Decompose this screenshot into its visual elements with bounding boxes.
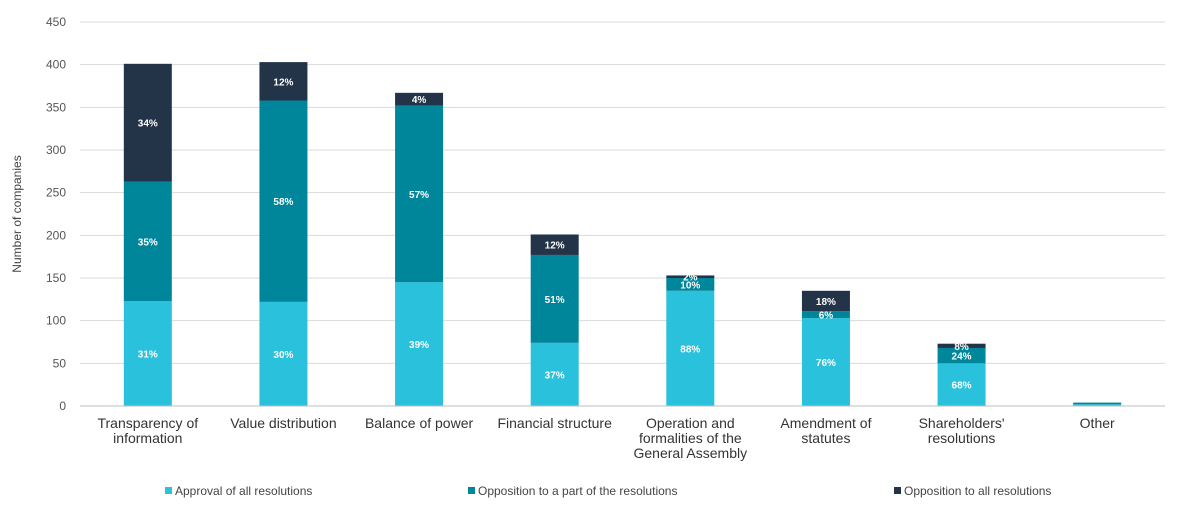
x-tick-label-line: statutes <box>801 430 850 446</box>
data-label: 10% <box>680 280 700 291</box>
data-label: 24% <box>952 352 972 363</box>
data-label: 88% <box>680 344 700 355</box>
y-tick-label: 200 <box>46 228 66 242</box>
bar-segment <box>259 62 308 101</box>
data-labels: 31% 35% 34% 30% 58% 12% 39% 57% 4% 37% 51% 12% 88% 10… <box>138 77 972 391</box>
bar-segment <box>259 301 308 406</box>
y-axis-label: Number of companies <box>10 155 24 272</box>
y-tick-label: 150 <box>46 271 66 285</box>
x-tick-label-line: Other <box>1080 415 1115 431</box>
y-tick-label: 50 <box>53 356 67 370</box>
legend-swatch <box>165 487 172 494</box>
bar-segment <box>395 92 444 106</box>
data-label: 4% <box>412 95 427 106</box>
bar-segment <box>666 290 715 406</box>
bar-segment <box>123 63 172 182</box>
bars <box>123 62 1122 406</box>
bar-segment <box>123 301 172 406</box>
x-tick-label-line: Financial structure <box>497 415 612 431</box>
bar-segment <box>666 275 715 278</box>
legend-swatch <box>894 487 901 494</box>
bar-segment <box>666 278 715 291</box>
y-tick-label: 350 <box>46 100 66 114</box>
legend-item: Opposition to all resolutions <box>894 484 1051 498</box>
x-tick-label-line: Shareholders' <box>919 415 1005 431</box>
legend-label: Approval of all resolutions <box>175 484 312 498</box>
y-tick-label: 0 <box>59 399 66 413</box>
y-tick-label: 450 <box>46 15 66 29</box>
data-label: 34% <box>138 119 158 130</box>
legend-label: Opposition to all resolutions <box>904 484 1051 498</box>
bar-segment <box>801 311 850 319</box>
y-tick-label: 300 <box>46 143 66 157</box>
data-label: 35% <box>138 237 158 248</box>
y-tick-label: 400 <box>46 58 66 72</box>
bar-segment <box>937 343 986 348</box>
x-tick-label-line: resolutions <box>928 430 996 446</box>
x-tick-label-line: formalities of the <box>639 430 742 446</box>
data-label: 39% <box>409 340 429 351</box>
y-tick-label: 250 <box>46 186 66 200</box>
x-tick-label: Other <box>1080 415 1115 431</box>
gridlines <box>80 21 1165 364</box>
bar-segment <box>395 105 444 283</box>
x-tick-label-line: information <box>113 430 182 446</box>
bar-segment <box>1073 404 1122 406</box>
x-tick-label: Value distribution <box>230 415 336 431</box>
x-tick-label-line: Operation and <box>646 415 735 431</box>
data-label: 58% <box>273 197 293 208</box>
x-tick-label: Balance of power <box>365 415 474 431</box>
data-label: 8% <box>954 342 969 353</box>
legend: Approval of all resolutions Opposition to… <box>165 484 1051 498</box>
data-label: 68% <box>952 381 972 392</box>
bar-segment <box>937 347 986 364</box>
bar-segment <box>530 254 579 343</box>
legend-swatch <box>468 487 475 494</box>
data-label: 18% <box>816 297 836 308</box>
bar-segment <box>801 318 850 406</box>
bar-segment <box>395 282 444 406</box>
legend-label: Opposition to a part of the resolutions <box>478 484 677 498</box>
x-tick-label-line: Balance of power <box>365 415 474 431</box>
bar-segment <box>1073 402 1122 405</box>
data-label: 51% <box>545 295 565 306</box>
x-tick-label: Transparency of information <box>97 415 198 446</box>
bar-segment <box>801 290 850 312</box>
bar-segment <box>259 100 308 302</box>
data-label: 30% <box>273 350 293 361</box>
data-label: 31% <box>138 350 158 361</box>
legend-item: Opposition to a part of the resolutions <box>468 484 677 498</box>
x-tick-label: Financial structure <box>497 415 612 431</box>
bar-segment <box>530 234 579 255</box>
bar-segment <box>530 342 579 406</box>
bar-segment <box>937 363 986 406</box>
data-label: 2% <box>683 273 698 284</box>
data-label: 57% <box>409 190 429 201</box>
y-tick-label: 100 <box>46 314 66 328</box>
x-tick-label-line: Transparency of <box>97 415 198 431</box>
axes: 0 50 100 150 200 250 300 350 400 450 Number of com… <box>10 15 1165 461</box>
bar-segment <box>123 181 172 302</box>
legend-item: Approval of all resolutions <box>165 484 312 498</box>
x-tick-label-line: General Assembly <box>634 445 748 461</box>
x-tick-label: Shareholders' resolutions <box>919 415 1005 446</box>
data-label: 12% <box>273 77 293 88</box>
x-tick-label: Amendment of statutes <box>780 415 871 446</box>
x-tick-label: Operation and formalities of the General A… <box>634 415 748 461</box>
x-tick-label-line: Amendment of <box>780 415 871 431</box>
data-label: 6% <box>819 311 834 322</box>
x-tick-label-line: Value distribution <box>230 415 336 431</box>
data-label: 12% <box>545 241 565 252</box>
data-label: 76% <box>816 358 836 369</box>
data-label: 37% <box>545 370 565 381</box>
